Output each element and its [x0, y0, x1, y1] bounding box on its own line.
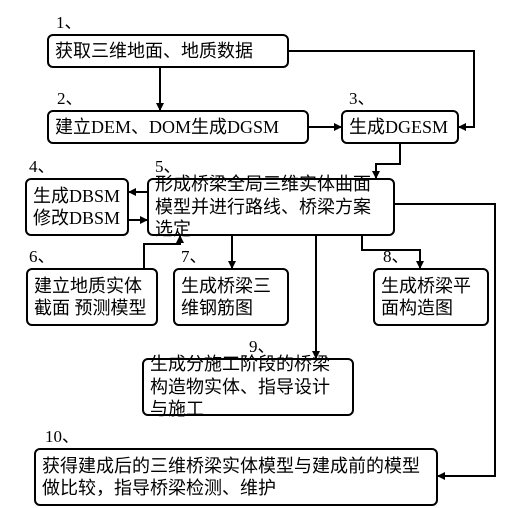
node-6-box: 建立地质实体截面 预测模型 [26, 268, 158, 326]
node-6-text: 建立地质实体截面 预测模型 [34, 275, 150, 320]
node-3-box: 生成DGESM [341, 110, 459, 144]
node-2-box: 建立DEM、DOM生成DGSM [47, 110, 309, 144]
node-2-label: 2、 [56, 90, 84, 107]
flowchart-canvas: 1、 获取三维地面、地质数据 2、 建立DEM、DOM生成DGSM 3、 生成D… [0, 0, 522, 508]
node-7-box: 生成桥梁三维钢筋图 [173, 268, 289, 326]
node-8-text: 生成桥梁平面构造图 [381, 275, 481, 320]
node-4-label: 4、 [28, 158, 56, 175]
node-10-label: 10、 [44, 428, 80, 445]
node-4-text: 生成DBSM修改DBSM [33, 185, 121, 230]
node-5-box: 形成桥梁全局三维实体曲面模型并进行路线、桥梁方案选定 [147, 178, 395, 236]
node-1-label: 1、 [55, 14, 83, 31]
node-10-text: 获得建成后的三维桥梁实体模型与建成前的模型做比较，指导桥梁检测、维护 [42, 455, 430, 500]
node-4-box: 生成DBSM修改DBSM [25, 178, 129, 236]
node-10-box: 获得建成后的三维桥梁实体模型与建成前的模型做比较，指导桥梁检测、维护 [34, 448, 438, 506]
node-1-box: 获取三维地面、地质数据 [47, 34, 289, 68]
node-9-text: 生成分施工阶段的桥梁构造物实体、指导设计与施工 [150, 353, 346, 421]
node-8-box: 生成桥梁平面构造图 [373, 268, 489, 326]
node-1-text: 获取三维地面、地质数据 [55, 40, 253, 63]
node-7-text: 生成桥梁三维钢筋图 [181, 275, 281, 320]
node-8-label: 8、 [382, 248, 410, 265]
node-6-label: 6、 [28, 248, 56, 265]
node-2-text: 建立DEM、DOM生成DGSM [55, 116, 279, 139]
node-3-label: 3、 [348, 90, 376, 107]
node-7-label: 7、 [180, 248, 208, 265]
node-3-text: 生成DGESM [349, 116, 448, 139]
node-9-box: 生成分施工阶段的桥梁构造物实体、指导设计与施工 [142, 358, 354, 416]
node-5-text: 形成桥梁全局三维实体曲面模型并进行路线、桥梁方案选定 [155, 173, 387, 241]
